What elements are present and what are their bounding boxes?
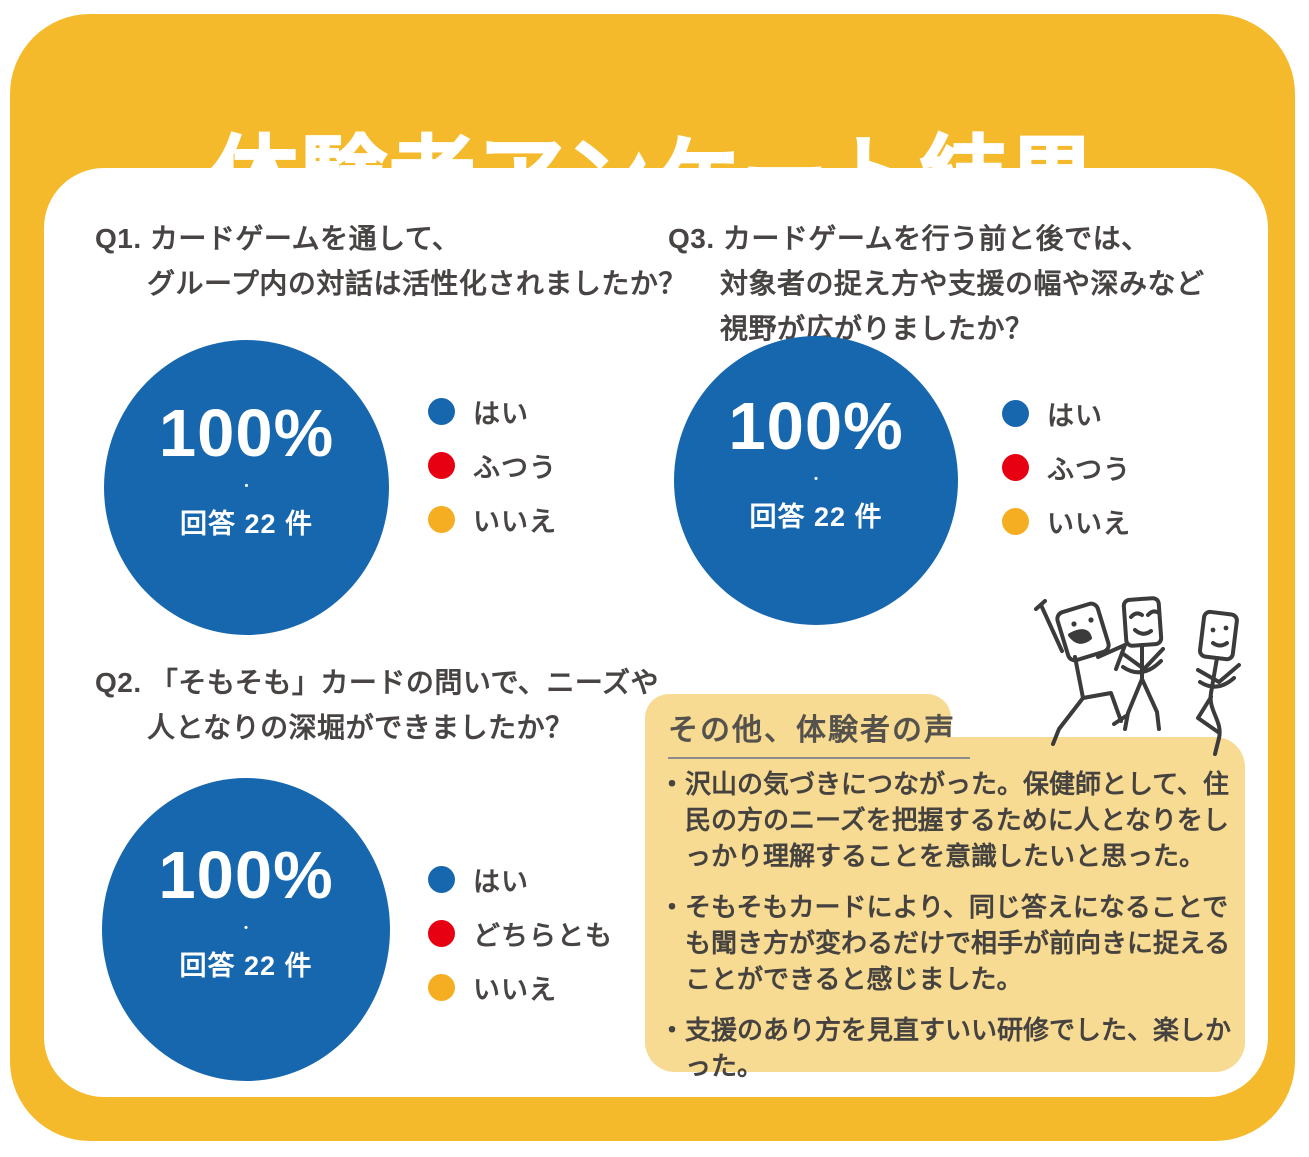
- legend-item-no: いいえ: [428, 968, 613, 1007]
- legend-item-neutral: ふつう: [428, 446, 557, 485]
- legend-dot-neutral: [428, 452, 455, 479]
- q1-legend: はい ふつう いいえ: [428, 392, 557, 539]
- legend-dot-no: [428, 974, 455, 1001]
- question-line: 視野が広がりましたか？: [720, 313, 1034, 344]
- voice-comments: ・沢山の気づきにつながった。保健師として、住民の方のニーズを把握するために人とな…: [659, 766, 1237, 1084]
- q1-question-text: Q1. カードゲームを通して、 グループ内の対話は活性化されましたか？: [95, 216, 687, 306]
- legend-dot-neutral: [428, 920, 455, 947]
- voice-comment: ・沢山の気づきにつながった。保健師として、住民の方のニーズを把握するために人とな…: [659, 769, 1229, 871]
- figure-leaning: [1196, 609, 1241, 756]
- question-line: Q3. カードゲームを行う前と後では、: [668, 223, 1150, 254]
- legend-label: いいえ: [473, 975, 557, 1005]
- legend-label: いいえ: [473, 507, 557, 537]
- question-line: グループ内の対話は活性化されましたか？: [147, 268, 687, 299]
- q2-response-count: 回答 22 件: [179, 951, 313, 981]
- q3-question-text: Q3. カードゲームを行う前と後では、 対象者の捉え方や支援の幅や深みなど 視野…: [668, 216, 1205, 351]
- voice-box-heading: その他、体験者の声: [668, 705, 970, 759]
- question-line: Q1. カードゲームを通して、: [95, 223, 461, 254]
- cheering-figures-illustration: [1034, 596, 1241, 756]
- legend-item-yes: はい: [1002, 394, 1131, 433]
- legend-label: はい: [473, 867, 529, 897]
- legend-item-neutral: どちらとも: [428, 914, 613, 953]
- legend-item-yes: はい: [428, 860, 613, 899]
- legend-dot-yes: [1002, 400, 1029, 427]
- separator-dot: ・: [238, 478, 254, 495]
- voice-box: [645, 737, 1245, 1072]
- legend-dot-no: [428, 506, 455, 533]
- question-line: 人となりの深堀ができましたか？: [147, 712, 574, 743]
- legend-item-no: いいえ: [428, 500, 557, 539]
- q2-percent-value: 100%: [158, 838, 334, 913]
- q3-percent-value: 100%: [728, 389, 904, 464]
- legend-label: はい: [473, 399, 529, 429]
- q2-legend: はい どちらとも いいえ: [428, 860, 613, 1007]
- legend-dot-yes: [428, 398, 455, 425]
- question-line: 対象者の捉え方や支援の幅や深みなど: [720, 268, 1205, 299]
- legend-label: いいえ: [1047, 509, 1131, 539]
- q2-question-text: Q2. 「そもそも」カードの問いで、ニーズや 人となりの深堀ができましたか？: [95, 660, 659, 750]
- legend-dot-no: [1002, 508, 1029, 535]
- separator-dot: ・: [238, 920, 254, 937]
- legend-label: ふつう: [1047, 455, 1131, 485]
- question-line: Q2. 「そもそも」カードの問いで、ニーズや: [95, 667, 659, 698]
- legend-item-no: いいえ: [1002, 502, 1131, 541]
- legend-dot-neutral: [1002, 454, 1029, 481]
- q1-percent-value: 100%: [158, 396, 335, 471]
- voice-comment: ・そもそもカードにより、同じ答えになることでも聞き方が変わるだけで相手が前向きに…: [659, 892, 1231, 994]
- q3-legend: はい ふつう いいえ: [1002, 394, 1131, 541]
- q3-response-count: 回答 22 件: [749, 502, 883, 532]
- legend-label: どちらとも: [473, 921, 613, 951]
- q3-pie-chart: 100% ・ 回答 22 件: [674, 336, 958, 625]
- legend-label: はい: [1047, 401, 1103, 431]
- legend-label: ふつう: [473, 453, 557, 483]
- figure-jumping: [1034, 599, 1128, 746]
- q1-response-count: 回答 22 件: [179, 509, 314, 539]
- q2-pie-chart: 100% ・ 回答 22 件: [102, 778, 390, 1081]
- q1-pie-chart: 100% ・ 回答 22 件: [104, 340, 389, 635]
- voice-comment: ・支援のあり方を見直すいい研修でした、楽しかった。: [659, 1015, 1232, 1081]
- legend-item-neutral: ふつう: [1002, 448, 1131, 487]
- figure-arms-crossed: [1120, 596, 1165, 731]
- legend-item-yes: はい: [428, 392, 557, 431]
- legend-dot-yes: [428, 866, 455, 893]
- separator-dot: ・: [808, 471, 824, 488]
